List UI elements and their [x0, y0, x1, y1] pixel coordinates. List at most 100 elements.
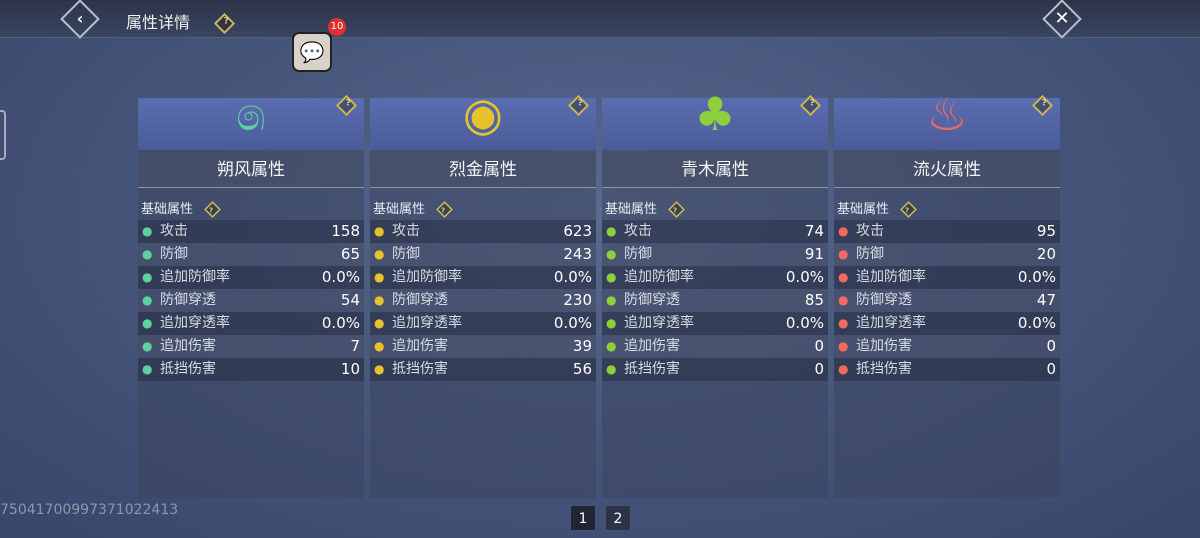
help-icon[interactable]: ? [214, 12, 236, 35]
stat-row: ● 攻击 158 [138, 220, 364, 243]
metal-icon: ◉ [462, 87, 504, 141]
stat-row: ● 防御 243 [370, 243, 596, 266]
stat-value: 10 [340, 360, 360, 378]
stat-label: 追加防御率 [160, 269, 230, 285]
stat-value: 74 [804, 222, 824, 240]
help-icon[interactable]: ? [436, 201, 454, 218]
stat-value: 0.0% [553, 314, 592, 332]
stat-list: ● 攻击 623 ● 防御 243 ● 追加防御率 0.0% ● 防御穿透 230 ● 追加穿透率 0.0%… [370, 220, 596, 381]
help-icon[interactable]: ? [1031, 94, 1054, 117]
stat-row: ● 追加防御率 0.0% [602, 266, 828, 289]
stat-label: 攻击 [624, 223, 652, 239]
help-icon[interactable]: ? [567, 94, 590, 117]
stat-label: 追加伤害 [624, 338, 680, 354]
stat-label: 防御穿透 [392, 292, 448, 308]
stat-label: 防御 [160, 246, 188, 262]
top-bar: ‹ 属性详情 ? ✕ [0, 0, 1200, 39]
fire-element-icon: ● [838, 247, 849, 261]
help-icon[interactable]: ? [900, 201, 918, 218]
metal-element-icon: ● [374, 270, 385, 284]
stat-value: 20 [1036, 245, 1056, 263]
stat-row: ● 追加穿透率 0.0% [602, 312, 828, 335]
wood-panel: ♣ ? 青木属性 基础属性 ? ● 攻击 74 ● 防御 91 ● 追加防御率 0.0% ● 防御穿… [602, 87, 828, 498]
page-1-button[interactable]: 1 [570, 505, 596, 531]
stat-value: 158 [331, 222, 360, 240]
stat-label: 防御 [392, 246, 420, 262]
help-icon[interactable]: ? [204, 201, 222, 218]
stat-label: 抵挡伤害 [160, 361, 216, 377]
fire-icon: ♨ [926, 87, 968, 141]
panel-title: 朔风属性 [138, 152, 364, 188]
stat-label: 抵挡伤害 [392, 361, 448, 377]
wind-element-icon: ● [142, 316, 153, 330]
stat-row: ● 追加防御率 0.0% [834, 266, 1060, 289]
fire-element-icon: ● [838, 362, 849, 376]
page-2-button[interactable]: 2 [605, 505, 631, 531]
stat-row: ● 追加伤害 0 [834, 335, 1060, 358]
stat-value: 0.0% [553, 268, 592, 286]
stat-row: ● 防御穿透 85 [602, 289, 828, 312]
fire-element-icon: ● [838, 293, 849, 307]
wood-element-icon: ● [606, 293, 617, 307]
stat-value: 230 [563, 291, 592, 309]
stat-row: ● 防御穿透 230 [370, 289, 596, 312]
side-tab[interactable] [0, 110, 6, 160]
stat-row: ● 防御穿透 54 [138, 289, 364, 312]
stat-row: ● 攻击 74 [602, 220, 828, 243]
wind-icon: ෧ [236, 87, 266, 141]
stat-row: ● 追加伤害 7 [138, 335, 364, 358]
stat-row: ● 防御穿透 47 [834, 289, 1060, 312]
page-title: 属性详情 [126, 13, 191, 32]
help-icon[interactable]: ? [668, 201, 686, 218]
stat-label: 攻击 [160, 223, 188, 239]
stat-value: 623 [563, 222, 592, 240]
panel-banner: ෧ ? [138, 87, 364, 150]
fire-element-icon: ● [838, 339, 849, 353]
panel-title: 烈金属性 [370, 152, 596, 188]
stat-value: 0 [814, 360, 824, 378]
stat-row: ● 抵挡伤害 10 [138, 358, 364, 381]
section-label: 基础属性 [373, 202, 426, 217]
stat-value: 243 [563, 245, 592, 263]
fire-element-icon: ● [838, 270, 849, 284]
stat-label: 追加伤害 [160, 338, 216, 354]
metal-element-icon: ● [374, 339, 385, 353]
stat-row: ● 抵挡伤害 0 [834, 358, 1060, 381]
stat-label: 防御 [856, 246, 884, 262]
stat-row: ● 攻击 95 [834, 220, 1060, 243]
stat-value: 65 [340, 245, 360, 263]
metal-element-icon: ● [374, 293, 385, 307]
stat-value: 56 [572, 360, 592, 378]
chat-bubbles-icon: 💬 [299, 40, 325, 64]
close-button[interactable]: ✕ [1042, 0, 1082, 39]
fire-element-icon: ● [838, 316, 849, 330]
stat-label: 防御 [624, 246, 652, 262]
stat-value: 47 [1036, 291, 1056, 309]
stat-value: 85 [804, 291, 824, 309]
help-icon[interactable]: ? [799, 94, 822, 117]
stat-label: 攻击 [856, 223, 884, 239]
stat-row: ● 防御 20 [834, 243, 1060, 266]
stat-row: ● 防御 65 [138, 243, 364, 266]
stat-label: 追加穿透率 [624, 315, 694, 331]
stat-label: 追加伤害 [856, 338, 912, 354]
stat-value: 0.0% [321, 268, 360, 286]
stat-row: ● 抵挡伤害 0 [602, 358, 828, 381]
chat-button[interactable]: 💬 [292, 32, 332, 72]
wind-element-icon: ● [142, 362, 153, 376]
stat-label: 追加穿透率 [160, 315, 230, 331]
stat-value: 0.0% [785, 268, 824, 286]
wind-element-icon: ● [142, 224, 153, 238]
stat-value: 7 [350, 337, 360, 355]
panel-banner: ♨ ? [834, 87, 1060, 150]
help-icon[interactable]: ? [335, 94, 358, 117]
stat-label: 攻击 [392, 223, 420, 239]
stat-row: ● 追加穿透率 0.0% [834, 312, 1060, 335]
stat-list: ● 攻击 95 ● 防御 20 ● 追加防御率 0.0% ● 防御穿透 47 ● 追加穿透率 0.0% ● 追加… [834, 220, 1060, 381]
stat-label: 追加防御率 [856, 269, 926, 285]
metal-element-icon: ● [374, 362, 385, 376]
stat-value: 0.0% [1017, 268, 1056, 286]
panel-title: 流火属性 [834, 152, 1060, 188]
wood-element-icon: ● [606, 362, 617, 376]
back-button[interactable]: ‹ [60, 0, 100, 39]
